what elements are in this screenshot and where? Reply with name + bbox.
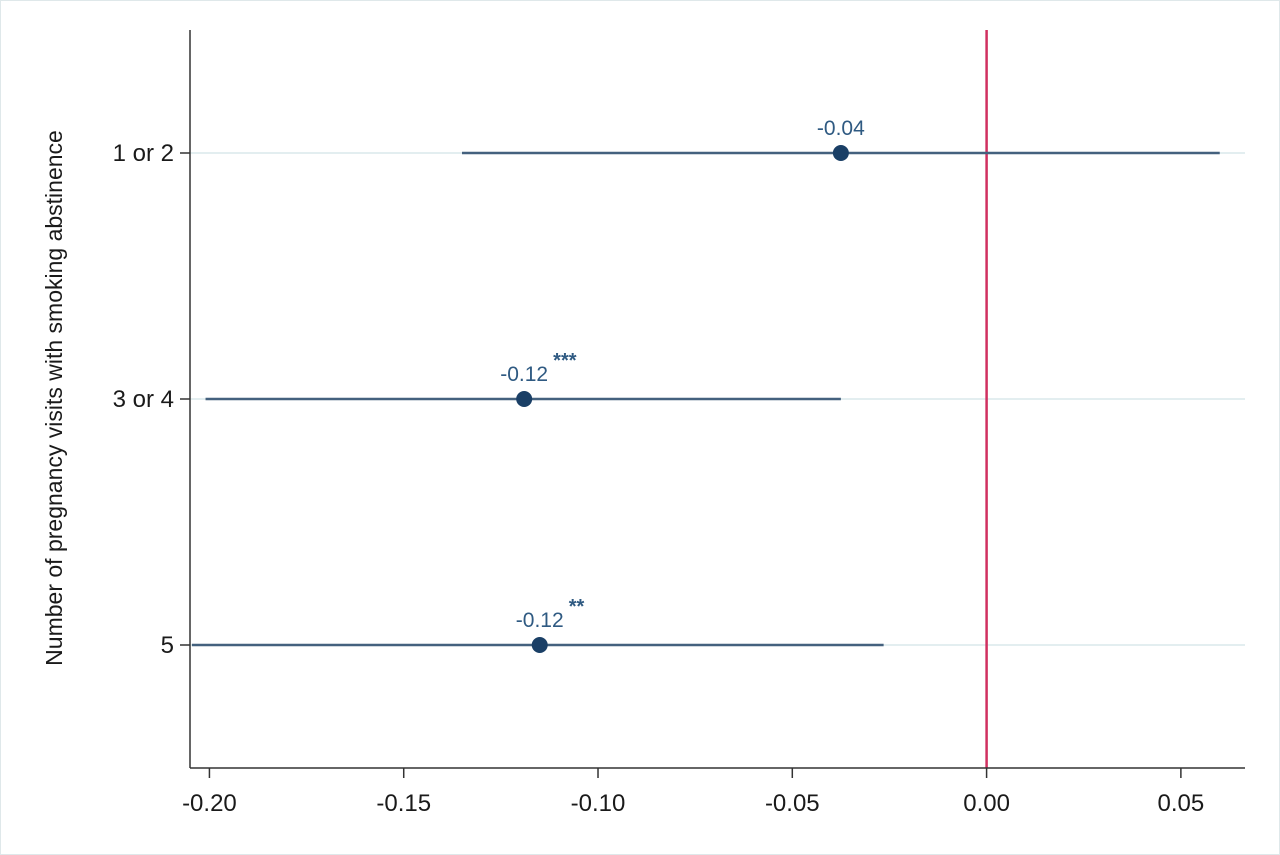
x-tick-label: -0.05 — [765, 790, 820, 817]
x-tick-label: 0.00 — [963, 790, 1010, 817]
significance-stars: ** — [569, 596, 585, 618]
x-tick-label: -0.10 — [571, 790, 626, 817]
estimate-point — [516, 391, 533, 407]
y-tick-label: 1 or 2 — [113, 140, 174, 167]
estimate-label: -0.12 — [516, 609, 564, 632]
estimate-label: -0.12 — [500, 363, 548, 386]
estimate-point — [531, 637, 548, 653]
x-tick-label: -0.20 — [182, 790, 237, 817]
y-tick-label: 3 or 4 — [113, 386, 174, 413]
y-tick-label: 5 — [161, 632, 174, 659]
estimate-point — [832, 145, 849, 161]
x-tick-label: 0.05 — [1158, 790, 1205, 817]
estimate-label: -0.04 — [817, 117, 865, 140]
y-axis-title: Number of pregnancy visits with smoking … — [41, 130, 67, 666]
axes: 1 or 2 3 or 4 5 -0.20 -0.15 -0.10 -0.05 0.00 0.0… — [113, 30, 1245, 817]
x-tick-label: -0.15 — [376, 790, 431, 817]
significance-stars: *** — [553, 350, 577, 372]
data-points: -0.04-0.12***-0.12** — [191, 117, 1220, 653]
